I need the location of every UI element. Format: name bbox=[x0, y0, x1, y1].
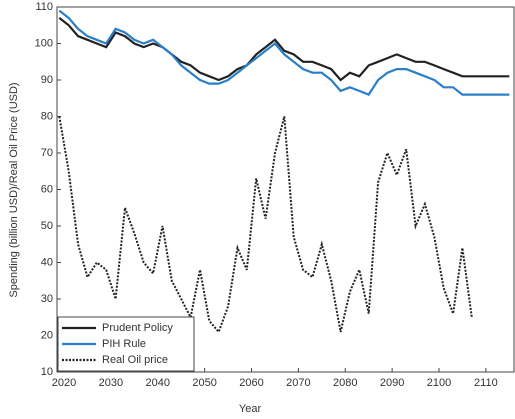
x-tick-label: 2080 bbox=[333, 377, 357, 389]
x-tick-label: 2070 bbox=[286, 377, 310, 389]
x-tick-label: 2110 bbox=[474, 377, 498, 389]
x-axis-label: Year bbox=[239, 403, 262, 415]
y-tick-label: 100 bbox=[35, 37, 53, 49]
y-tick-label: 20 bbox=[41, 329, 53, 341]
legend-label: Real Oil price bbox=[102, 354, 168, 366]
y-tick-label: 50 bbox=[41, 220, 53, 232]
y-tick-label: 40 bbox=[41, 256, 53, 268]
legend-label: PIH Rule bbox=[102, 338, 146, 350]
legend-label: Prudent Policy bbox=[102, 322, 173, 334]
y-axis-label: Spending (billion USD)/Real Oil Price (U… bbox=[8, 82, 20, 297]
y-tick-label: 70 bbox=[41, 147, 53, 159]
x-tick-label: 2060 bbox=[239, 377, 263, 389]
series-line bbox=[58, 17, 510, 82]
x-tick-label: 2020 bbox=[52, 377, 76, 389]
y-tick-label: 90 bbox=[41, 74, 53, 86]
y-tick-label: 30 bbox=[41, 293, 53, 305]
series-line bbox=[58, 9, 510, 96]
x-tick-label: 2040 bbox=[146, 377, 170, 389]
series-line bbox=[58, 116, 473, 334]
y-tick-label: 80 bbox=[41, 110, 53, 122]
y-tick-label: 10 bbox=[41, 366, 53, 378]
x-tick-label: 2090 bbox=[380, 377, 404, 389]
y-tick-label: 60 bbox=[41, 183, 53, 195]
y-tick-label: 110 bbox=[35, 1, 53, 13]
x-tick-label: 2050 bbox=[192, 377, 216, 389]
x-tick-label: 2030 bbox=[99, 377, 123, 389]
x-tick-label: 2100 bbox=[427, 377, 451, 389]
